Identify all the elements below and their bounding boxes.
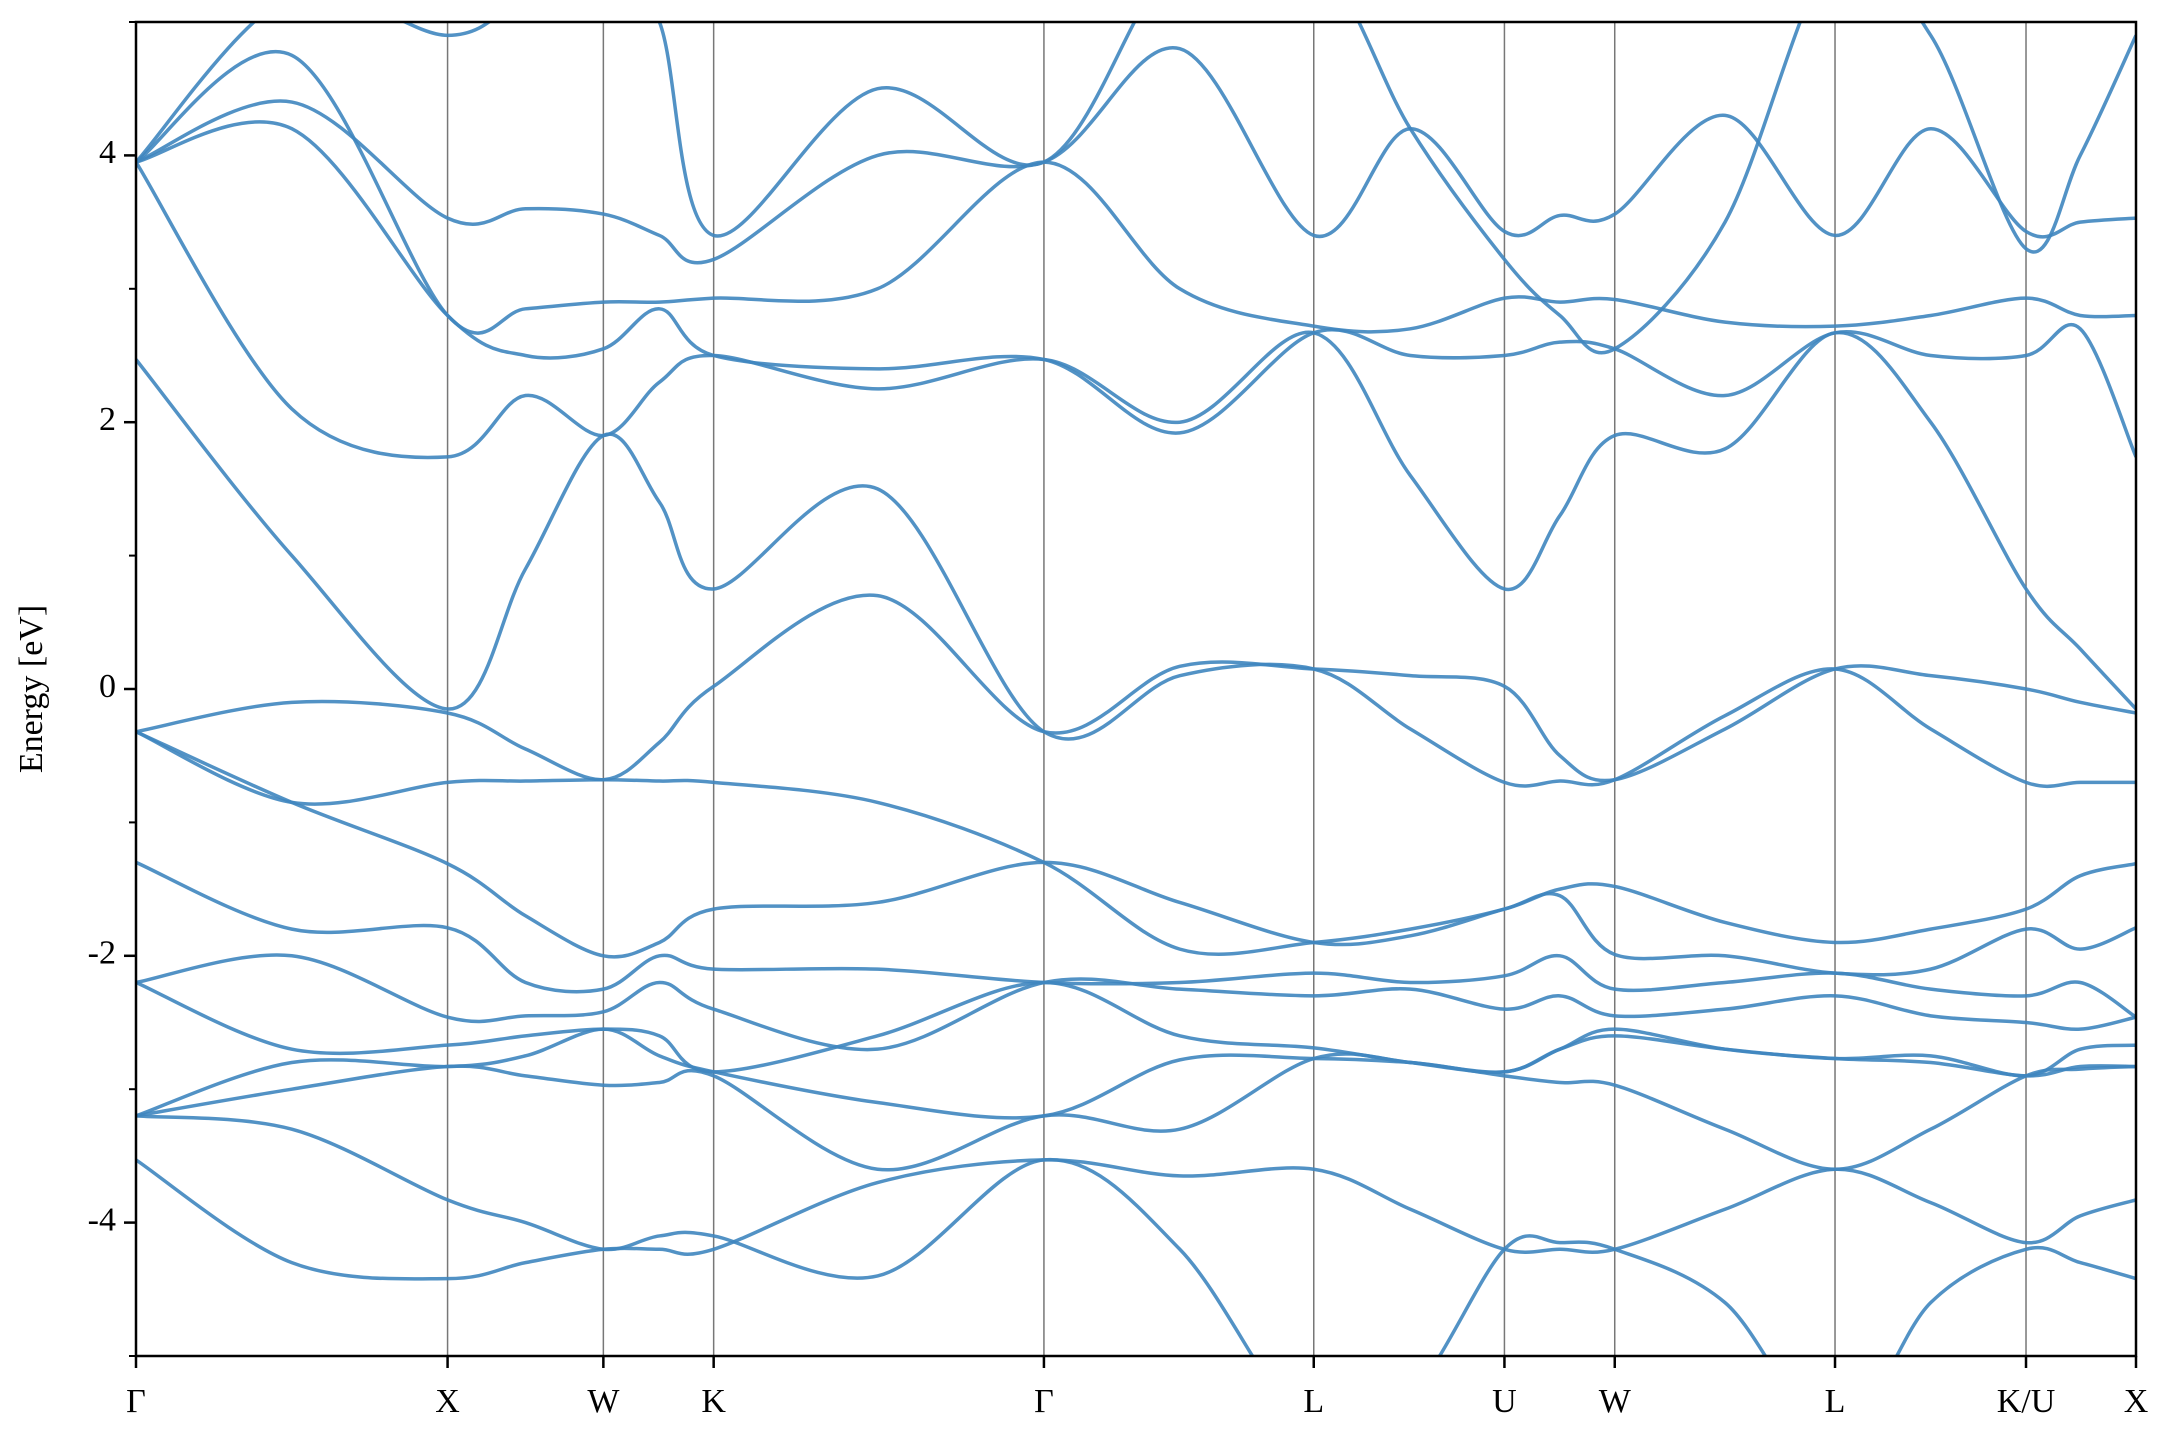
y-tick-label: 0 xyxy=(99,668,116,705)
x-tick-label: W xyxy=(1599,1383,1632,1420)
y-tick-label: -4 xyxy=(88,1201,116,1238)
y-tick-label: -2 xyxy=(88,935,116,972)
x-tick-label: X xyxy=(435,1383,460,1420)
x-tick-label: Γ xyxy=(1034,1383,1054,1420)
band xyxy=(136,593,2136,783)
x-tick-label: U xyxy=(1492,1383,1517,1420)
band xyxy=(136,358,2136,789)
band xyxy=(136,1114,2136,1356)
band xyxy=(136,980,2136,1078)
x-tick-label: X xyxy=(2124,1383,2149,1420)
band xyxy=(136,161,2136,711)
y-tick-label: 2 xyxy=(99,401,116,438)
band xyxy=(136,1027,2136,1120)
band xyxy=(136,1052,2136,1172)
x-tick-label: L xyxy=(1825,1383,1846,1420)
band xyxy=(136,46,2136,265)
x-tick-label: L xyxy=(1303,1383,1324,1420)
band xyxy=(136,730,2136,977)
x-tick-label: K/U xyxy=(1997,1383,2056,1420)
band xyxy=(136,120,2136,458)
band xyxy=(136,953,2136,1052)
plot-area xyxy=(136,22,2136,1356)
x-tick-label: K xyxy=(701,1383,726,1420)
band xyxy=(136,730,2136,956)
band xyxy=(136,1158,2136,1281)
y-tick-label: 4 xyxy=(99,134,116,171)
y-axis-label: Energy [eV] xyxy=(13,605,50,773)
band xyxy=(136,50,2136,335)
x-tick-label: Γ xyxy=(126,1383,146,1420)
x-tick-label: W xyxy=(587,1383,620,1420)
